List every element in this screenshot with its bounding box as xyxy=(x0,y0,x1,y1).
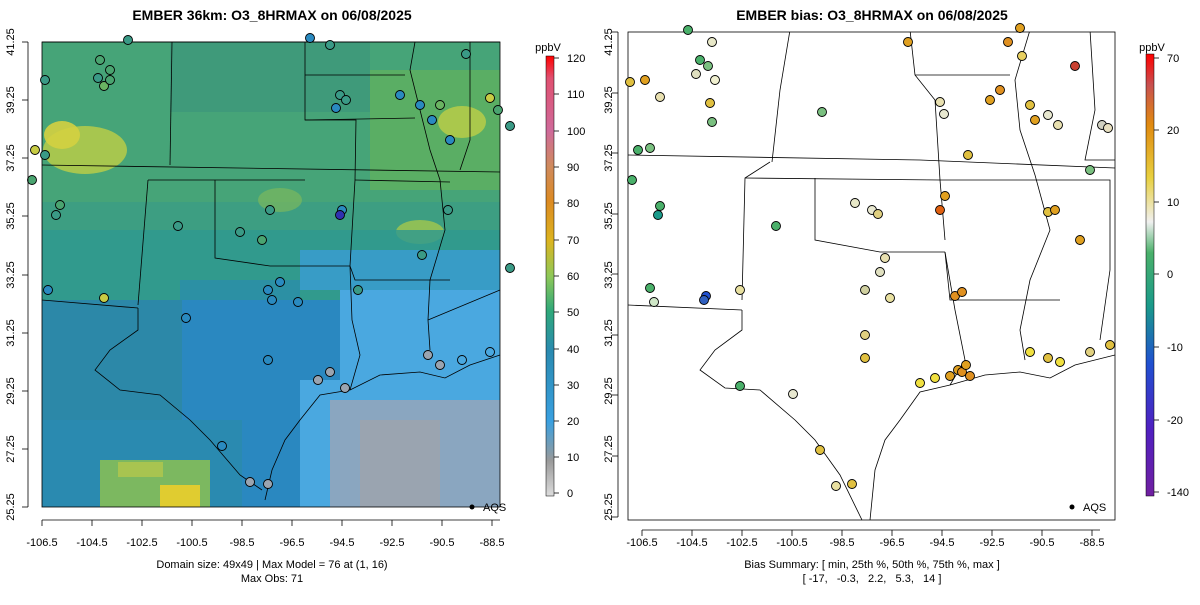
right-colorbar-label: -10 xyxy=(1167,342,1183,354)
left-x-tick: -100.5 xyxy=(176,537,207,549)
right-y-tick: 35.25 xyxy=(603,202,615,230)
right-x-tick: -102.5 xyxy=(726,537,757,549)
right-y-tick: 37.25 xyxy=(603,144,615,172)
left-footer-domain: Domain size: 49x49 | Max Model = 76 at (… xyxy=(156,559,387,571)
left-y-tick: 37.25 xyxy=(5,144,17,172)
right-footer-bias-header: Bias Summary: [ min, 25th %, 50th %, 75t… xyxy=(744,559,1000,571)
left-colorbar-label: 40 xyxy=(567,344,579,356)
right-x-tick: -104.5 xyxy=(676,537,707,549)
left-y-tick: 39.25 xyxy=(5,86,17,114)
left-colorbar-unit: ppbV xyxy=(535,42,561,54)
right-footer-bias-values: [ -17, -0.3, 2.2, 5.3, 14 ] xyxy=(803,573,942,585)
right-aqs-stations xyxy=(625,23,1115,491)
left-y-tick: 31.25 xyxy=(5,319,17,347)
left-y-tick: 35.25 xyxy=(5,202,17,230)
right-y-tick: 41.25 xyxy=(603,28,615,56)
left-aqs-legend-label: AQS xyxy=(483,502,506,514)
right-y-tick: 29.25 xyxy=(603,377,615,405)
left-colorbar-label: 120 xyxy=(567,53,585,65)
right-x-tick: -106.5 xyxy=(626,537,657,549)
right-x-tick: -98.5 xyxy=(829,537,854,549)
right-y-tick: 25.25 xyxy=(603,493,615,521)
right-colorbar-label: 10 xyxy=(1167,197,1179,209)
right-colorbar-label: 70 xyxy=(1167,53,1179,65)
left-y-tick: 33.25 xyxy=(5,261,17,289)
right-x-tick: -92.5 xyxy=(979,537,1004,549)
left-colorbar-label: 80 xyxy=(567,198,579,210)
right-y-tick: 33.25 xyxy=(603,261,615,289)
left-colorbar-label: 100 xyxy=(567,126,585,138)
right-map-boundaries xyxy=(628,32,1115,520)
left-footer-maxobs: Max Obs: 71 xyxy=(241,573,303,585)
left-colorbar: ppbV 120 110 100 90 80 70 60 50 40 30 20… xyxy=(535,42,585,500)
left-colorbar-label: 110 xyxy=(567,89,585,101)
right-aqs-legend-label: AQS xyxy=(1083,502,1106,514)
left-colorbar-label: 30 xyxy=(567,380,579,392)
right-y-tick: 31.25 xyxy=(603,319,615,347)
left-colorbar-label: 70 xyxy=(567,235,579,247)
left-x-tick: -96.5 xyxy=(279,537,304,549)
right-x-tick: -90.5 xyxy=(1029,537,1054,549)
left-y-tick: 29.25 xyxy=(5,377,17,405)
right-colorbar-label: -140 xyxy=(1167,487,1189,499)
right-x-tick: -100.5 xyxy=(776,537,807,549)
left-aqs-stations xyxy=(27,33,515,489)
right-x-tick: -94.5 xyxy=(929,537,954,549)
left-x-tick: -88.5 xyxy=(479,537,504,549)
right-map-border xyxy=(627,31,1116,521)
right-colorbar-label: 0 xyxy=(1167,269,1173,281)
right-colorbar-unit: ppbV xyxy=(1139,42,1165,54)
right-y-tick: 39.25 xyxy=(603,86,615,114)
left-x-tick: -102.5 xyxy=(126,537,157,549)
right-title: EMBER bias: O3_8HRMAX on 06/08/2025 xyxy=(736,7,1008,23)
left-x-tick: -98.5 xyxy=(229,537,254,549)
left-y-tick: 27.25 xyxy=(5,435,17,463)
right-colorbar-label: 20 xyxy=(1167,125,1179,137)
left-colorbar-label: 10 xyxy=(567,452,579,464)
left-title: EMBER 36km: O3_8HRMAX on 06/08/2025 xyxy=(132,7,412,23)
left-colorbar-label: 90 xyxy=(567,162,579,174)
left-x-tick: -106.5 xyxy=(26,537,57,549)
left-model-field xyxy=(42,42,500,507)
left-x-axis: -106.5 -104.5 -102.5 -100.5 -98.5 -96.5 … xyxy=(26,519,505,549)
left-colorbar-label: 60 xyxy=(567,271,579,283)
left-y-tick: 41.25 xyxy=(5,28,17,56)
right-x-tick: -96.5 xyxy=(879,537,904,549)
right-y-tick: 27.25 xyxy=(603,435,615,463)
right-aqs-legend-marker xyxy=(1069,504,1075,510)
left-y-axis: 41.25 39.25 37.25 35.25 33.25 31.25 29.2… xyxy=(5,28,29,521)
left-colorbar-label: 20 xyxy=(567,416,579,428)
right-x-tick: -88.5 xyxy=(1079,537,1104,549)
left-colorbar-label: 50 xyxy=(567,307,579,319)
right-y-axis: 41.25 39.25 37.25 35.25 33.25 31.25 29.2… xyxy=(603,28,619,521)
left-aqs-legend-marker xyxy=(469,504,475,510)
left-x-tick: -104.5 xyxy=(76,537,107,549)
left-x-tick: -92.5 xyxy=(379,537,404,549)
right-colorbar: ppbV 70 20 10 0 -10 -20 -140 xyxy=(1139,42,1189,499)
right-x-axis: -106.5 -104.5 -102.5 -100.5 -98.5 -96.5 … xyxy=(626,529,1105,549)
left-map-border xyxy=(41,41,501,508)
left-x-tick: -90.5 xyxy=(429,537,454,549)
left-x-tick: -94.5 xyxy=(329,537,354,549)
left-y-tick: 25.25 xyxy=(5,493,17,521)
right-colorbar-label: -20 xyxy=(1167,415,1183,427)
left-colorbar-label: 0 xyxy=(567,488,573,500)
